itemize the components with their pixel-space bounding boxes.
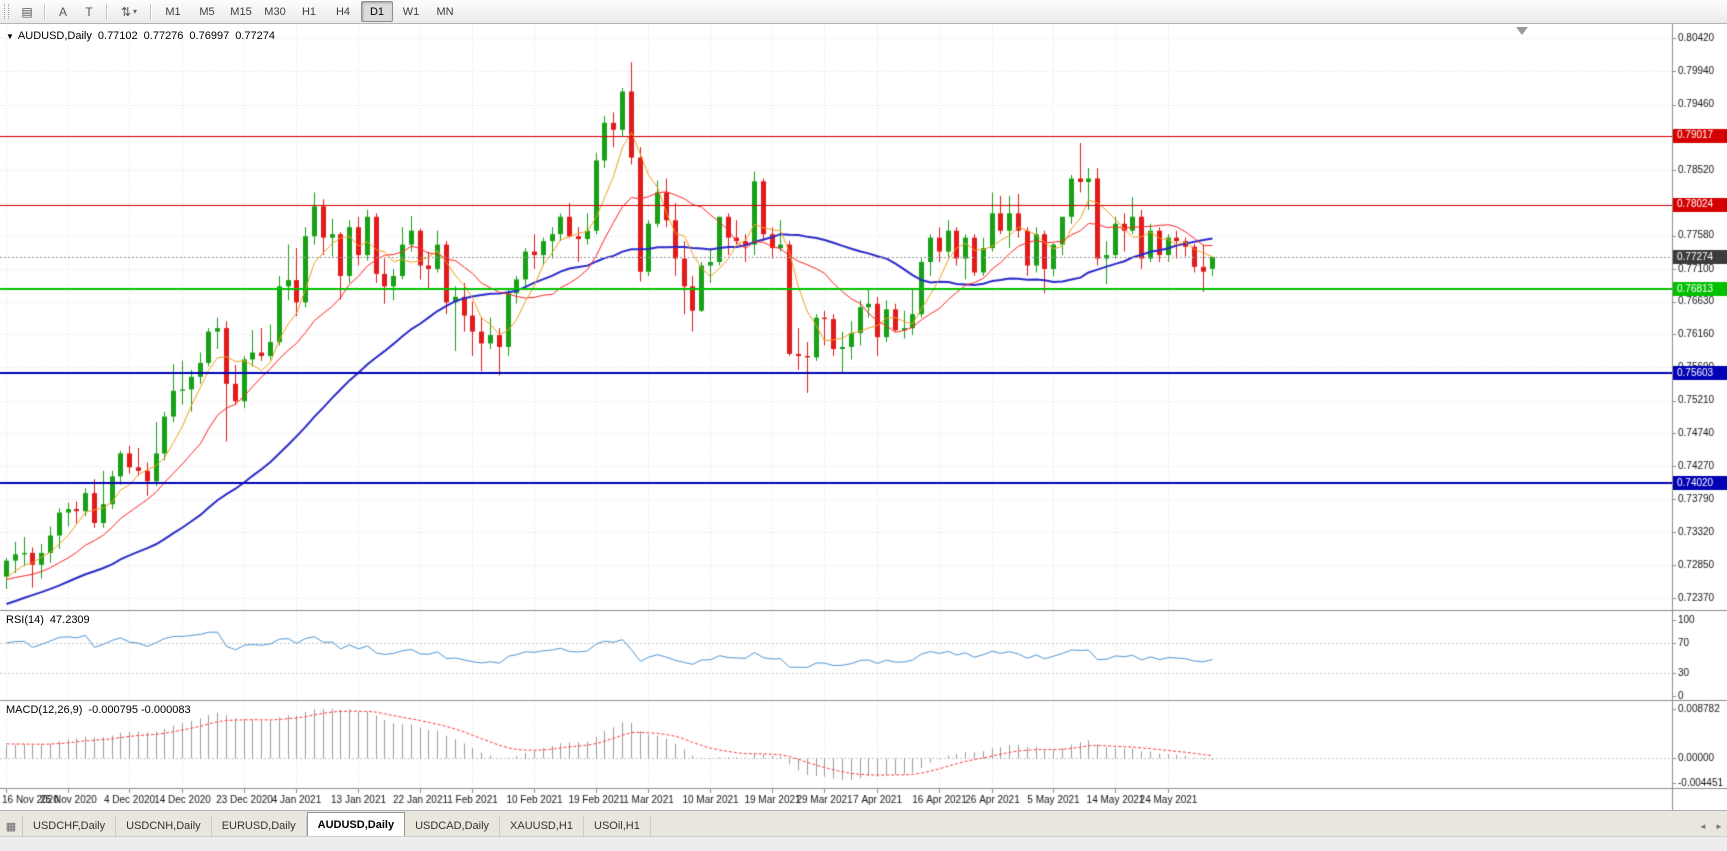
toolbar: ▤ A T ⇅ ▾ M1 M5 M15 M30 H1 H4 D1 W1 MN (0, 0, 1727, 24)
timeframe-cycle-icon[interactable]: ⇅ ▾ (120, 4, 138, 19)
symbol-period-label: AUDUSD,Daily (17, 30, 92, 42)
chart-tab-usdcad[interactable]: USDCAD,Daily (405, 816, 501, 836)
ohlc-open: 0.77102 (97, 30, 138, 42)
toolbar-separator (150, 3, 152, 20)
timeframe-button-w1[interactable]: W1 (402, 5, 420, 18)
chart-tab-xauusd[interactable]: XAUUSD,H1 (500, 816, 584, 836)
charts-grid-icon[interactable]: ▤ (21, 4, 33, 19)
tabs-scroll-left-icon[interactable]: ◄ (1699, 821, 1707, 831)
cursor-tool-icon[interactable]: A (58, 4, 67, 19)
chart-tab-usoil[interactable]: USOil,H1 (584, 816, 651, 836)
chart-title: ▼ AUDUSD,Daily 0.77102 0.77276 0.76997 0.7727… (6, 30, 275, 42)
toolbar-grip[interactable] (4, 4, 9, 19)
ohlc-close: 0.77274 (235, 30, 275, 42)
timeframe-button-m30[interactable]: M30 (264, 5, 286, 18)
text-tool-icon[interactable]: T (85, 4, 93, 19)
status-bar (0, 836, 1727, 851)
tabs-scroll-right-icon[interactable]: ► (1715, 821, 1723, 831)
chart-shift-marker[interactable] (1516, 27, 1528, 35)
timeframe-button-mn[interactable]: MN (436, 5, 454, 18)
chart-tab-eurusd[interactable]: EURUSD,Daily (212, 816, 307, 836)
chart-windows-icon[interactable]: ▦ (0, 816, 23, 836)
macd-name: MACD(12,26,9) (6, 704, 83, 716)
ohlc-high: 0.77276 (143, 30, 184, 42)
rsi-name: RSI(14) (6, 614, 44, 626)
chart-tab-bar: ▦ USDCHF,Daily USDCNH,Daily EURUSD,Daily AUD… (0, 810, 1727, 836)
timeframe-button-m15[interactable]: M15 (230, 5, 252, 18)
macd-values: -0.000795 -0.000083 (88, 704, 191, 716)
timeframe-button-m1[interactable]: M1 (165, 5, 181, 18)
timeframe-button-d1[interactable]: D1 (361, 1, 393, 22)
chart-tab-usdchf[interactable]: USDCHF,Daily (23, 816, 117, 836)
toolbar-separator (44, 3, 46, 20)
symbol-dropdown-icon: ▼ (6, 32, 14, 41)
timeframe-button-h4[interactable]: H4 (335, 5, 351, 18)
timeframe-button-h1[interactable]: H1 (301, 5, 317, 18)
rsi-value: 47.2309 (49, 614, 90, 626)
toolbar-separator (106, 3, 108, 20)
timeframe-button-m5[interactable]: M5 (199, 5, 215, 18)
dropdown-caret-icon[interactable]: ▾ (133, 7, 138, 16)
chart-tab-audusd[interactable]: AUDUSD,Daily (306, 812, 406, 836)
ohlc-low: 0.76997 (189, 30, 230, 42)
rsi-indicator-label: RSI(14) 47.2309 (6, 614, 90, 626)
chart-tab-usdcnh[interactable]: USDCNH,Daily (116, 816, 212, 836)
macd-indicator-label: MACD(12,26,9) -0.000795 -0.000083 (6, 704, 191, 716)
